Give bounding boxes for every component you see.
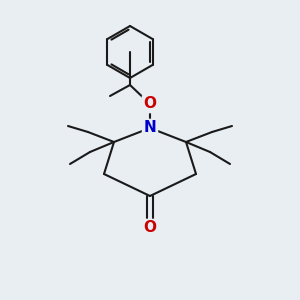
Text: O: O	[143, 220, 157, 236]
Text: N: N	[144, 121, 156, 136]
Text: O: O	[143, 97, 157, 112]
